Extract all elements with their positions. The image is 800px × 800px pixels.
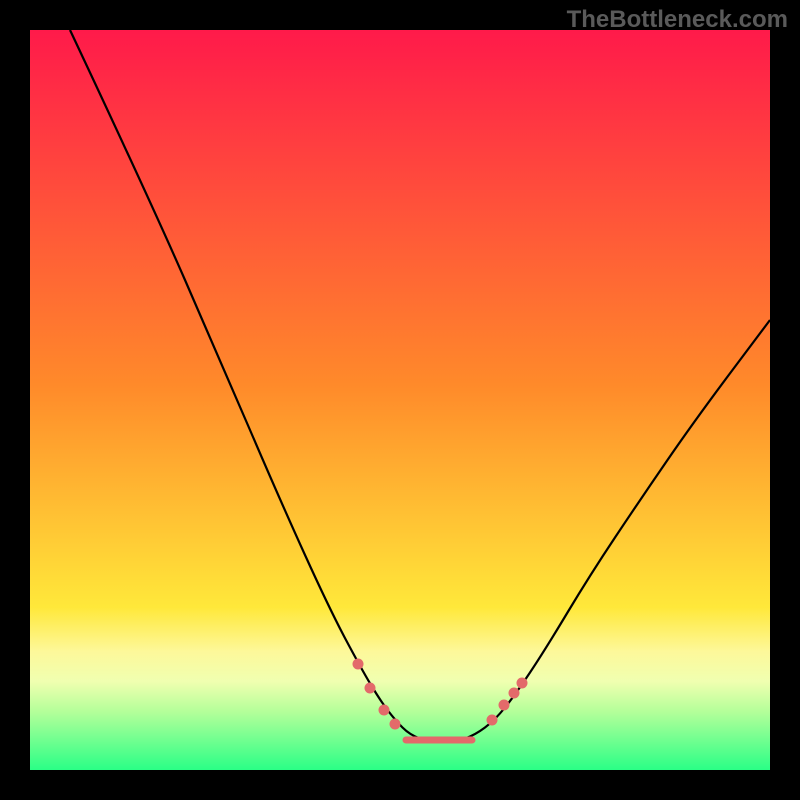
marker-dot <box>390 719 401 730</box>
marker-dot <box>517 678 528 689</box>
chart-frame: TheBottleneck.com <box>0 0 800 800</box>
marker-dot <box>509 688 520 699</box>
v-curve-path <box>70 30 770 742</box>
marker-dot <box>487 715 498 726</box>
marker-dot <box>353 659 364 670</box>
v-curve-layer <box>0 0 800 800</box>
marker-dot <box>379 705 390 716</box>
marker-dot <box>499 700 510 711</box>
markers-group <box>353 659 528 730</box>
marker-dot <box>365 683 376 694</box>
